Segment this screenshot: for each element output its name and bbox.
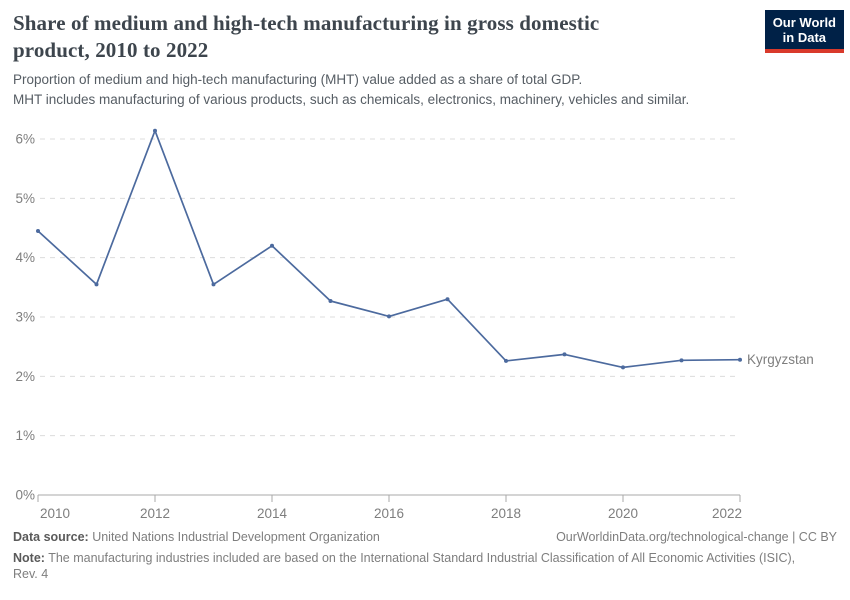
y-tick-label: 2% bbox=[15, 369, 35, 384]
chart-note: Note: The manufacturing industries inclu… bbox=[13, 550, 837, 582]
entity-label[interactable]: Kyrgyzstan bbox=[747, 352, 814, 367]
series-line[interactable] bbox=[37, 129, 741, 369]
data-point[interactable] bbox=[504, 358, 508, 363]
chart-subtitle-line1: Proportion of medium and high-tech manuf… bbox=[13, 72, 583, 87]
chart-note-line1: The manufacturing industries included ar… bbox=[44, 551, 796, 565]
data-point[interactable] bbox=[445, 297, 450, 302]
y-tick-label: 4% bbox=[15, 250, 35, 265]
line-chart-canvas: 0% 1% 2% 3% 4% 5% 6% 2010 2012 2014 2016 2018 2020 20… bbox=[15, 128, 814, 521]
data-point[interactable] bbox=[211, 282, 216, 287]
y-tick-label: 5% bbox=[15, 191, 35, 206]
data-point[interactable] bbox=[387, 314, 391, 319]
x-tick-label: 2012 bbox=[140, 506, 170, 521]
owid-logo[interactable]: Our World in Data bbox=[764, 10, 844, 53]
data-source-label: Data source: bbox=[13, 530, 89, 544]
data-point[interactable] bbox=[562, 352, 567, 357]
x-tick-label: 2016 bbox=[374, 506, 404, 521]
data-source: Data source: United Nations Industrial D… bbox=[13, 529, 380, 545]
chart-note-line2: Rev. 4 bbox=[13, 567, 49, 581]
owid-logo-line1: Our World bbox=[772, 15, 836, 30]
page-title-line2: product, 2010 to 2022 bbox=[13, 38, 209, 62]
data-point[interactable] bbox=[621, 365, 625, 370]
citation-link[interactable]: OurWorldinData.org/technological-change … bbox=[556, 530, 837, 544]
y-tick-label: 1% bbox=[15, 428, 35, 443]
page-title: Share of medium and high-tech manufactur… bbox=[13, 10, 753, 64]
data-point[interactable] bbox=[153, 128, 157, 133]
data-point[interactable] bbox=[270, 243, 274, 248]
data-source-value: United Nations Industrial Development Or… bbox=[88, 530, 380, 544]
data-point[interactable] bbox=[679, 358, 684, 363]
owid-logo-line2: in Data bbox=[782, 30, 827, 45]
x-tick-label: 2022 bbox=[712, 506, 742, 521]
x-tick-label: 2018 bbox=[491, 506, 521, 521]
chart-footer: Data source: United Nations Industrial D… bbox=[13, 529, 837, 582]
chart-subtitle-line2: MHT includes manufacturing of various pr… bbox=[13, 92, 690, 107]
y-tick-label: 0% bbox=[15, 488, 35, 503]
data-point[interactable] bbox=[738, 357, 742, 362]
data-point[interactable] bbox=[94, 282, 99, 287]
x-tick-label: 2020 bbox=[608, 506, 638, 521]
y-tick-label: 6% bbox=[15, 132, 35, 147]
x-tick-label: 2014 bbox=[257, 506, 288, 521]
chart-note-label: Note: bbox=[13, 551, 45, 565]
data-point[interactable] bbox=[36, 228, 40, 233]
page-title-line1: Share of medium and high-tech manufactur… bbox=[13, 11, 600, 35]
y-tick-label: 3% bbox=[15, 310, 35, 325]
data-point[interactable] bbox=[328, 298, 333, 303]
chart-subtitle: Proportion of medium and high-tech manuf… bbox=[13, 70, 813, 110]
x-tick-label: 2010 bbox=[40, 506, 70, 521]
